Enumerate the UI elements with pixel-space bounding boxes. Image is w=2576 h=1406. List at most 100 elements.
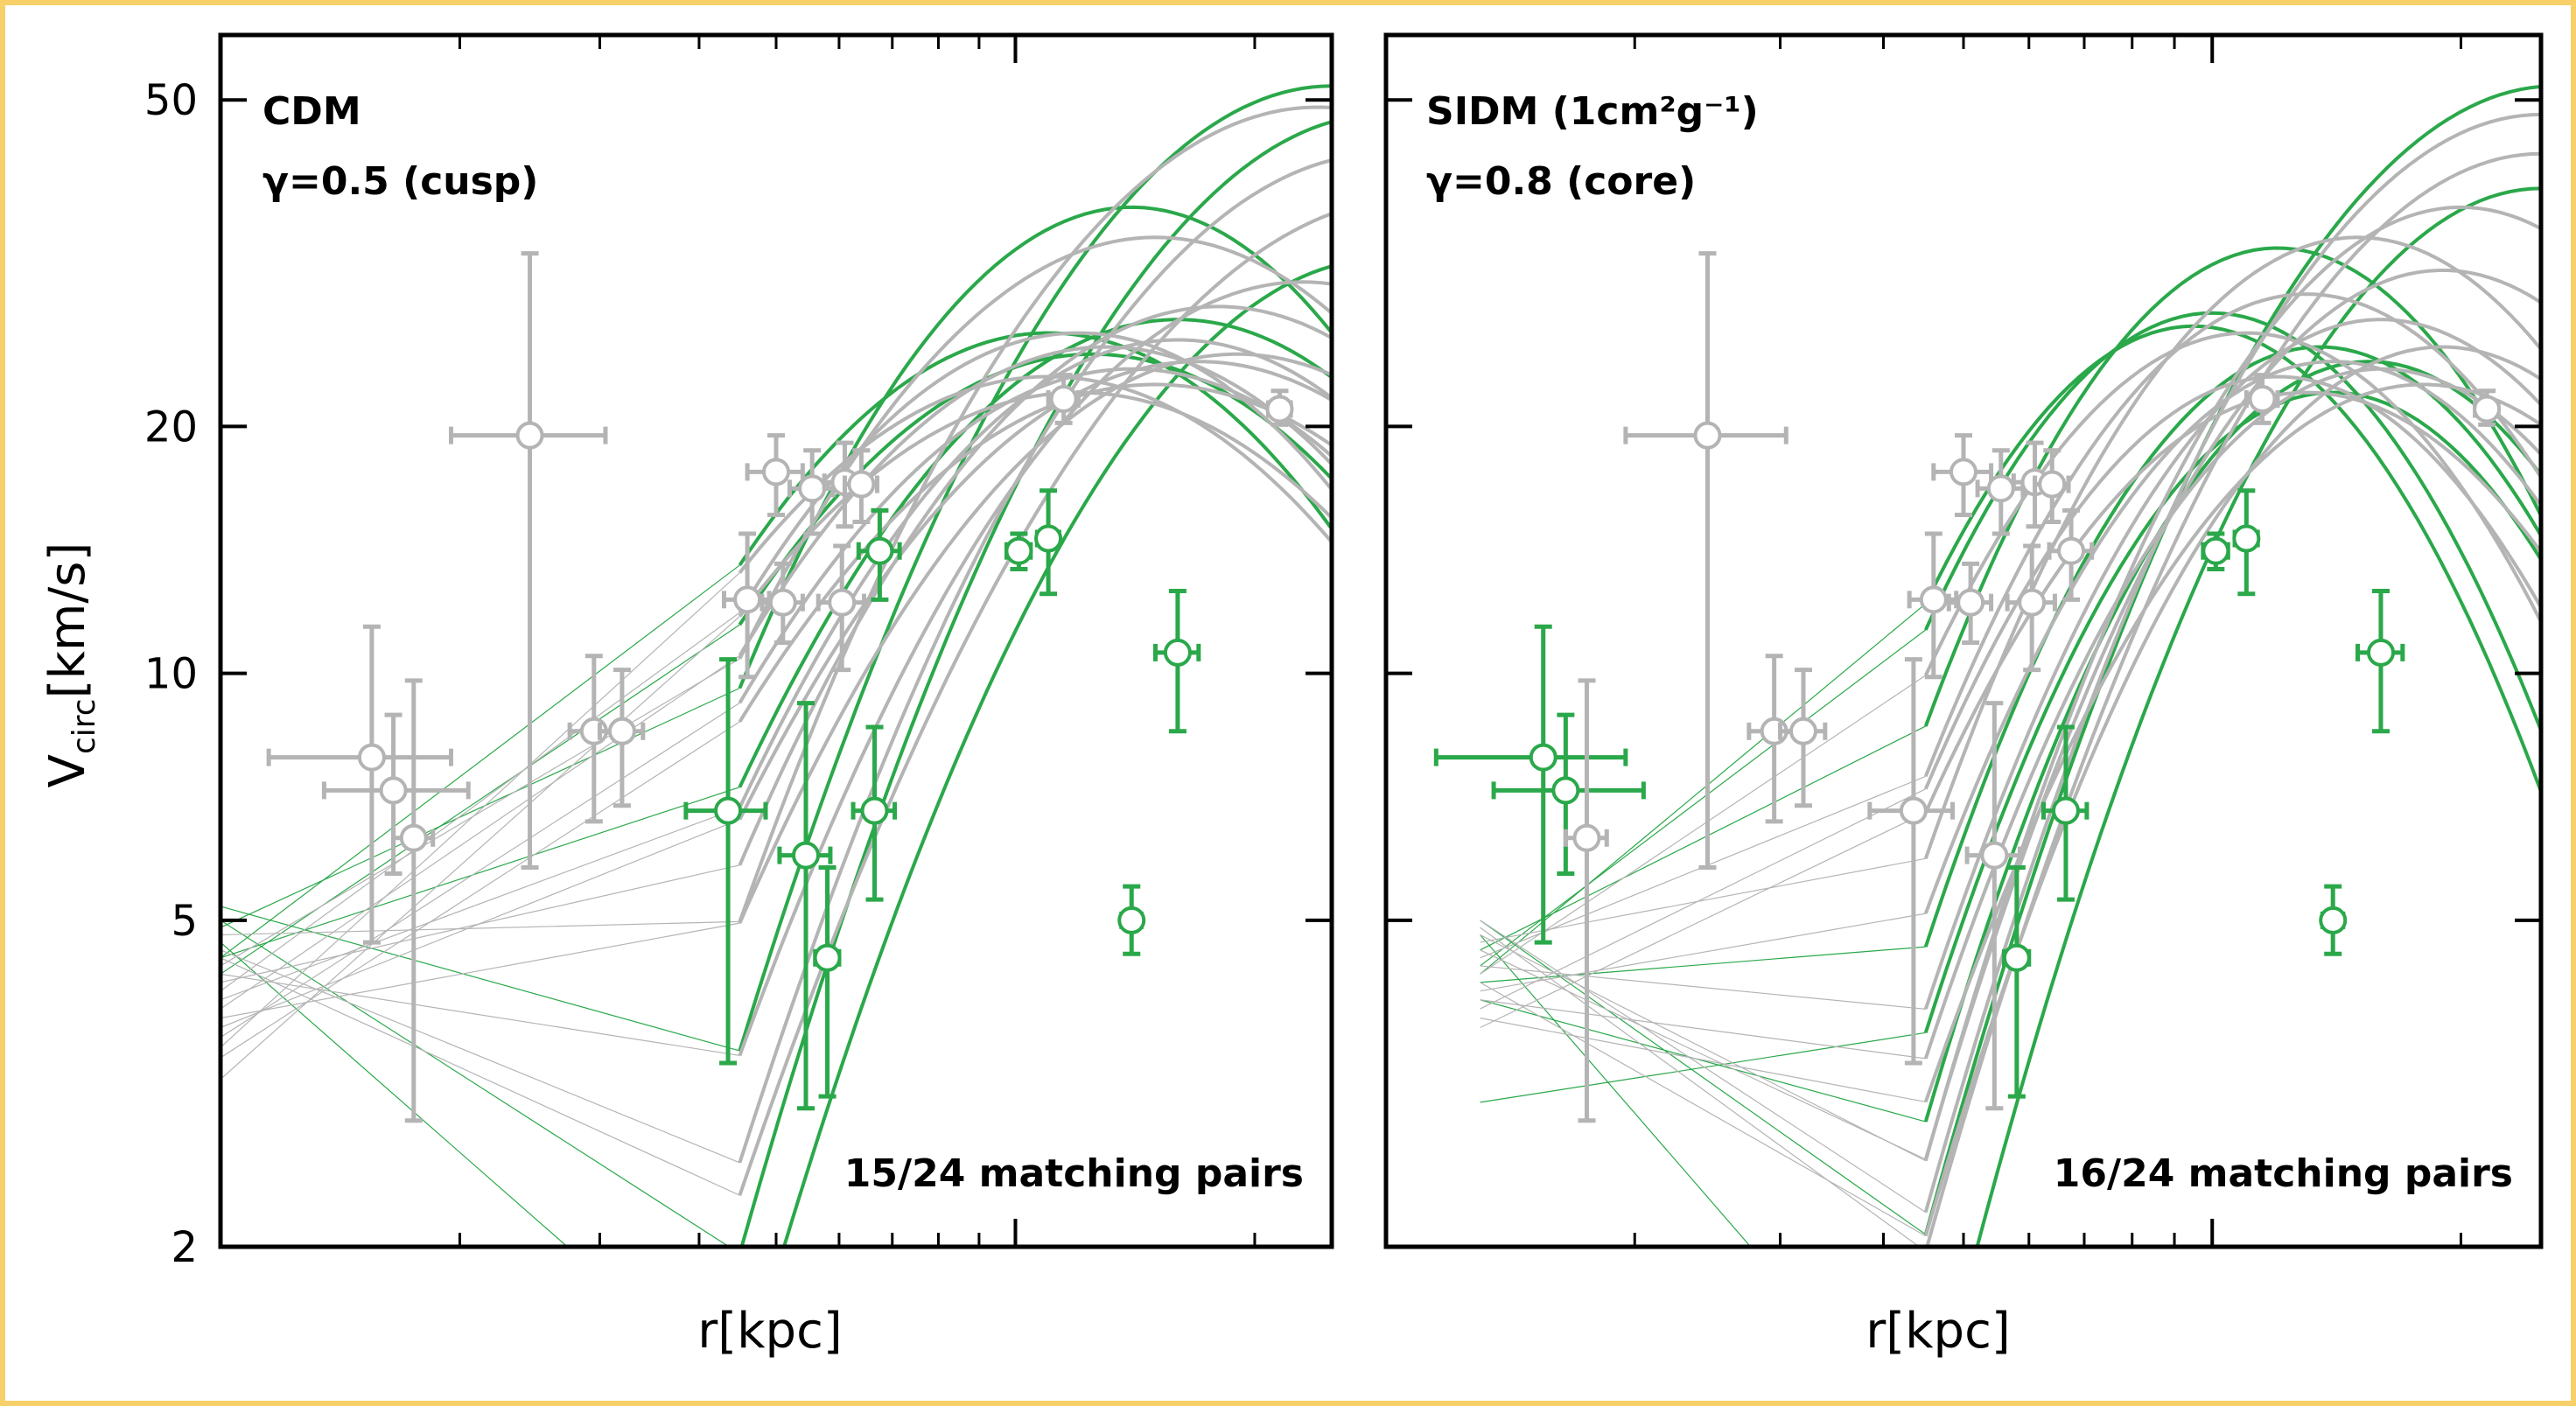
data-marker — [733, 585, 762, 614]
data-marker — [607, 717, 636, 745]
data-point — [321, 712, 471, 877]
data-marker — [2038, 470, 2067, 499]
model-curve-low — [220, 941, 569, 1247]
data-point — [1117, 884, 1146, 956]
data-marker — [813, 943, 842, 972]
data-marker — [2232, 524, 2261, 553]
model-curve-low — [220, 564, 740, 959]
model-curve-low — [220, 787, 740, 959]
model-curve-low — [220, 920, 731, 1247]
data-point — [2232, 488, 2261, 597]
model-curve-low — [220, 906, 740, 1052]
data-marker — [1004, 536, 1033, 565]
model-curve-low — [1480, 982, 1927, 1237]
data-marker — [1551, 776, 1580, 805]
model-curve — [738, 382, 1332, 723]
model-curve-low — [220, 612, 740, 992]
data-point — [683, 657, 768, 1066]
model-curve — [738, 105, 1332, 923]
model-curve-low — [1480, 999, 1926, 1123]
model-curve — [738, 345, 1332, 657]
data-point — [1975, 448, 2026, 536]
data-marker — [1956, 588, 1985, 617]
model-curve — [781, 264, 1332, 1247]
model-curve-low — [220, 920, 740, 936]
data-point — [2005, 543, 2057, 673]
model-curve — [1923, 292, 2541, 778]
x-axis-title: r[kpc] — [1866, 1303, 2010, 1360]
panel-sidm: SIDM (1cm²g⁻¹) γ=0.8 (core) 16/24 matchi… — [1383, 32, 2544, 1360]
model-curve-low — [220, 957, 740, 1196]
data-point — [816, 543, 866, 673]
model-curve — [738, 352, 1332, 924]
y-tick-label: 50 — [144, 76, 198, 125]
model-curve — [1923, 269, 2541, 1160]
data-marker — [357, 743, 386, 772]
model-curve — [1923, 382, 2541, 1103]
data-marker — [399, 823, 428, 852]
y-axis-title: Vcirc[km/s] — [39, 542, 102, 788]
data-marker — [2473, 395, 2502, 423]
model-curve-low — [220, 572, 740, 1048]
model-curve-low — [1480, 934, 1927, 1162]
model-curve — [738, 212, 1332, 1196]
model-curve-low — [1480, 927, 1921, 1247]
model-curve-low — [220, 658, 740, 967]
data-marker — [2018, 588, 2047, 617]
model-curve — [738, 331, 1332, 567]
data-marker — [1919, 585, 1948, 614]
data-marker — [762, 458, 790, 486]
data-marker — [1265, 395, 1294, 423]
data-point — [2033, 448, 2071, 524]
model-curve-low — [220, 624, 740, 975]
model-curve-low — [1480, 675, 1927, 975]
data-marker — [714, 796, 743, 825]
data-marker — [1572, 823, 1601, 852]
data-point — [1946, 561, 1994, 646]
data-point — [850, 724, 898, 902]
model-curve-low — [1480, 1018, 1926, 1103]
model-curve — [1923, 205, 2541, 1162]
data-marker — [792, 841, 821, 870]
model-curve-low — [1480, 603, 1927, 975]
data-point — [745, 433, 805, 518]
data-point — [1778, 668, 1828, 808]
data-point — [2041, 724, 2090, 902]
data-point — [760, 561, 805, 646]
data-marker — [1049, 385, 1078, 414]
data-point — [391, 678, 436, 1123]
y-tick-label: 5 — [171, 897, 198, 946]
panel-subtitle: γ=0.5 (cusp) — [262, 159, 538, 204]
x-axis-title: r[kpc] — [697, 1303, 842, 1360]
data-marker — [1980, 841, 2009, 870]
model-curve-low — [1480, 857, 1926, 943]
data-point — [1867, 657, 1956, 1066]
data-marker — [1899, 796, 1928, 825]
model-curve-low — [1480, 920, 1927, 1235]
data-point — [1046, 373, 1081, 425]
panel-title: CDM — [262, 89, 361, 134]
data-marker — [2248, 385, 2277, 414]
model-curve — [738, 390, 1332, 618]
data-point — [2356, 589, 2405, 734]
data-point — [856, 507, 902, 602]
data-marker — [847, 470, 876, 499]
data-marker — [865, 536, 894, 565]
data-marker — [768, 588, 797, 617]
data-point — [2201, 531, 2230, 571]
matching-pairs-annotation: 15/24 matching pairs — [844, 1151, 1304, 1196]
model-curve — [738, 374, 1332, 574]
panel-subtitle: γ=0.8 (core) — [1426, 159, 1696, 204]
data-point — [1265, 388, 1294, 427]
data-point — [1034, 488, 1063, 597]
model-curve-low — [1480, 920, 1927, 1214]
data-marker — [1693, 421, 1722, 450]
model-curve-low — [220, 721, 740, 1059]
data-marker — [1117, 906, 1146, 934]
model-curve — [1923, 374, 2541, 790]
data-point — [1004, 531, 1033, 571]
model-curve-low — [1480, 999, 1926, 1060]
data-point — [597, 668, 646, 808]
data-point — [1931, 433, 1994, 518]
